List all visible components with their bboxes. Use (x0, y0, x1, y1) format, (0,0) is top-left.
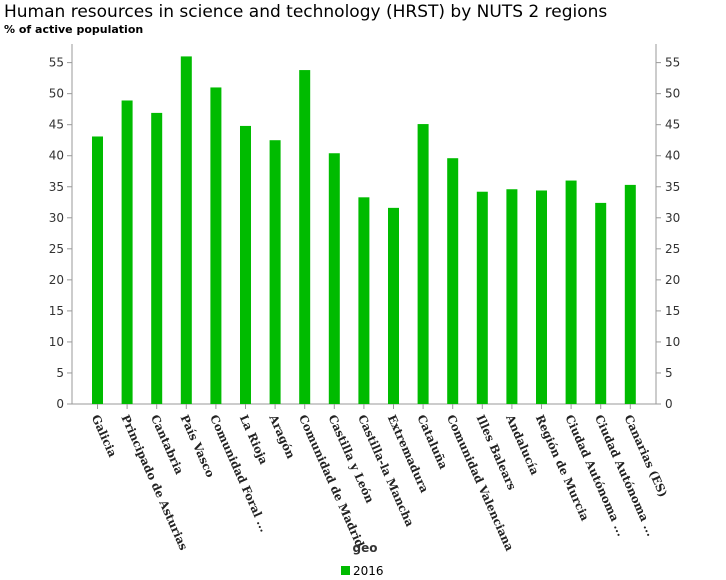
y-tick-label-left: 40 (49, 149, 64, 163)
x-axis-title: geo (353, 541, 378, 555)
chart-subtitle: % of active population (4, 23, 144, 36)
y-tick-label-left: 10 (49, 335, 64, 349)
y-tick-label-left: 45 (49, 118, 64, 132)
bar (595, 202, 607, 404)
y-tick-label-right: 35 (665, 180, 680, 194)
bar (269, 140, 281, 404)
y-tick-label-left: 35 (49, 180, 64, 194)
y-tick-label-right: 45 (665, 118, 680, 132)
y-tick-label-right: 25 (665, 242, 680, 256)
category-label: Aragón (266, 412, 298, 462)
bar (565, 180, 577, 404)
bar (388, 207, 399, 404)
y-tick-label-right: 50 (665, 87, 680, 101)
y-tick-label-right: 30 (665, 211, 680, 225)
bar (476, 191, 488, 404)
y-tick-label-right: 5 (665, 366, 673, 380)
y-tick-label-right: 20 (665, 273, 680, 287)
bar (240, 125, 251, 405)
y-tick-label-right: 0 (665, 397, 673, 411)
category-label: La Rioja (237, 413, 271, 467)
bar (536, 190, 547, 404)
chart-title: Human resources in science and technolog… (4, 2, 608, 22)
y-tick-label-right: 55 (665, 56, 680, 70)
y-tick-label-left: 30 (49, 211, 64, 225)
y-tick-label-left: 50 (49, 87, 64, 101)
bar (92, 136, 103, 404)
bar (210, 87, 222, 404)
bar (506, 189, 518, 404)
y-tick-label-right: 40 (665, 149, 680, 163)
y-tick-label-left: 0 (56, 397, 64, 411)
bar (624, 184, 636, 404)
y-tick-label-left: 15 (49, 304, 64, 318)
bar (299, 70, 311, 404)
legend: 2016 (341, 564, 384, 578)
y-tick-label-left: 5 (56, 366, 64, 380)
category-label: Principado de Asturias (118, 413, 191, 553)
y-tick-label-right: 10 (665, 335, 680, 349)
bar (328, 153, 340, 404)
legend-swatch (341, 566, 350, 575)
y-tick-label-left: 25 (49, 242, 64, 256)
bar (151, 112, 163, 405)
bar (417, 124, 429, 404)
y-tick-label-left: 55 (49, 56, 64, 70)
y-tick-label-left: 20 (49, 273, 64, 287)
category-label: Galicia (89, 413, 120, 460)
y-tick-label-right: 15 (665, 304, 680, 318)
bar (447, 158, 459, 404)
bar (358, 197, 370, 404)
bars (92, 56, 636, 405)
bar (180, 56, 192, 405)
legend-label: 2016 (353, 564, 384, 578)
bar (121, 100, 133, 404)
